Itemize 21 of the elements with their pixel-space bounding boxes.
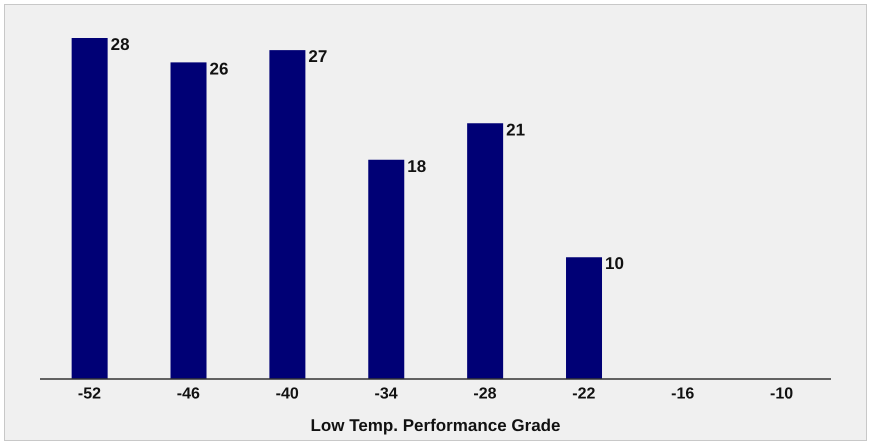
data-label: 21 [506, 120, 526, 140]
bar [566, 257, 602, 379]
x-tick-label: -34 [374, 385, 398, 402]
data-label: 18 [407, 156, 426, 176]
x-tick-label: -46 [176, 385, 200, 402]
bar [368, 160, 404, 379]
bar [72, 38, 108, 379]
bar [269, 50, 306, 379]
x-tick-label: -10 [770, 385, 794, 402]
bar [170, 62, 207, 379]
data-label: 28 [110, 35, 130, 54]
data-label: 10 [605, 254, 624, 274]
data-label: 26 [210, 59, 228, 78]
x-tick-label: -16 [671, 385, 694, 402]
x-tick-label: -22 [572, 385, 596, 402]
bar [467, 123, 504, 379]
x-tick-label: -40 [276, 385, 299, 402]
x-tick-label: -28 [473, 385, 497, 402]
x-axis-title: Low Temp. Performance Grade [310, 416, 561, 435]
x-tick-label: -52 [78, 385, 102, 402]
data-label: 27 [308, 47, 328, 66]
